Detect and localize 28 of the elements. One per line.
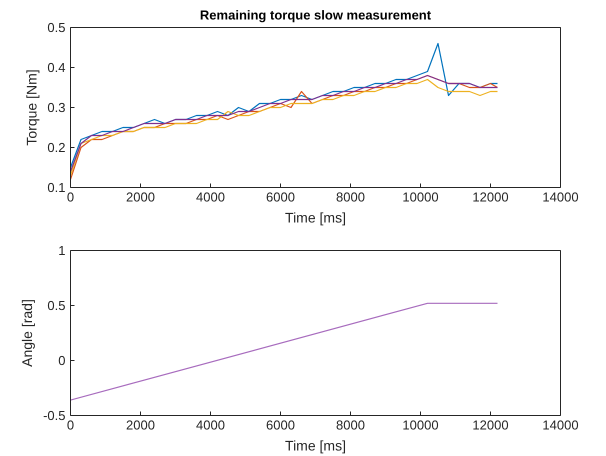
x-tick-label: 6000 <box>266 190 295 204</box>
x-tick-label: 4000 <box>196 418 225 432</box>
y-tick-label: 1 <box>58 243 66 258</box>
y-axis-title: Torque [Nm] <box>23 69 40 146</box>
x-tick-label: 8000 <box>336 190 365 204</box>
chart-title: Remaining torque slow measurement <box>200 8 432 22</box>
x-tick-label: 14000 <box>542 418 579 432</box>
x-axis-title: Time [ms] <box>285 438 346 454</box>
y-tick-label: 0.3 <box>47 100 66 115</box>
y-tick-label: 0.4 <box>47 60 66 75</box>
x-tick-label: 12000 <box>472 190 509 204</box>
x-tick-label: 4000 <box>196 190 225 204</box>
y-axis-title: Angle [rad] <box>19 299 36 367</box>
y-tick-label: -0.5 <box>43 408 66 423</box>
x-tick-label: 12000 <box>472 418 509 432</box>
y-tick-label: 0.1 <box>47 180 66 195</box>
x-tick-label: 2000 <box>126 190 155 204</box>
y-tick-label: 0.2 <box>47 140 66 155</box>
y-tick-label: 0.5 <box>47 298 66 313</box>
y-tick-label: 0.5 <box>47 20 66 35</box>
x-tick-label: 8000 <box>336 418 365 432</box>
x-tick-label: 10000 <box>402 418 439 432</box>
y-tick-label: 0 <box>58 353 66 368</box>
x-tick-label: 14000 <box>542 190 579 204</box>
x-tick-label: 2000 <box>126 418 155 432</box>
x-axis-title: Time [ms] <box>285 210 346 226</box>
x-tick-label: 6000 <box>266 418 295 432</box>
x-tick-label: 10000 <box>402 190 439 204</box>
